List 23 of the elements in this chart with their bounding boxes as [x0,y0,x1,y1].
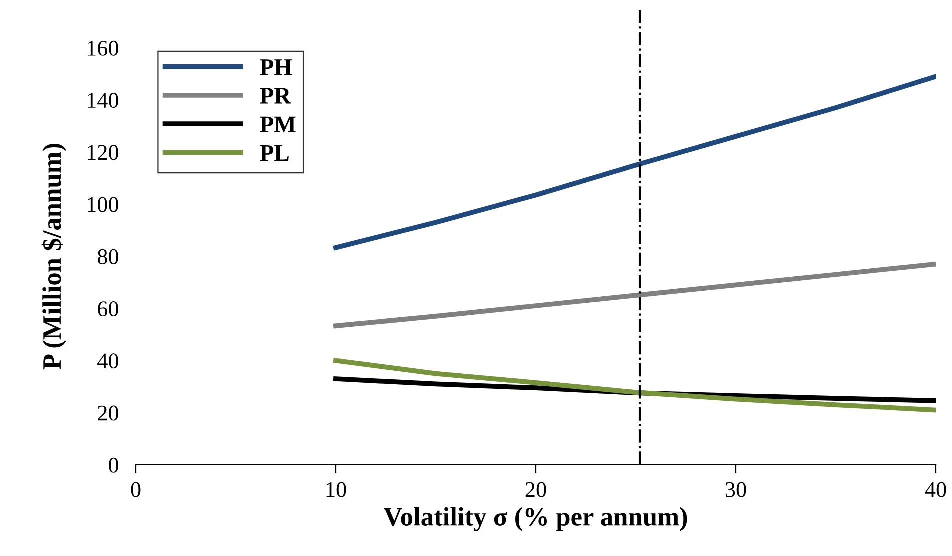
x-tick-label: 0 [131,482,141,498]
legend-label: PR [260,88,292,104]
y-tick-label: 120 [88,145,118,160]
y-tick-label: 60 [98,302,118,317]
x-tick-label: 20 [526,482,546,498]
y-tick-label: 80 [98,249,118,264]
line-series [334,74,936,250]
legend-label: PM [260,116,296,132]
y-tick-label: 160 [88,40,118,56]
y-tick-label: 40 [98,354,118,369]
x-axis-title: Volatility σ (% per annum) [384,507,688,532]
y-tick-label: 0 [109,458,118,473]
y-tick-label: 20 [98,406,118,421]
x-tick-label: 10 [326,482,346,498]
y-tick-label: 140 [88,93,118,108]
line-series [334,262,936,329]
legend-label: PL [260,146,289,161]
y-axis-title: P (Million $/annum) [42,144,67,370]
x-tick-label: 40 [925,482,946,498]
line-series [334,358,936,413]
legend-label: PH [260,60,292,76]
x-tick-label: 30 [726,482,746,498]
y-tick-label: 100 [88,197,118,212]
